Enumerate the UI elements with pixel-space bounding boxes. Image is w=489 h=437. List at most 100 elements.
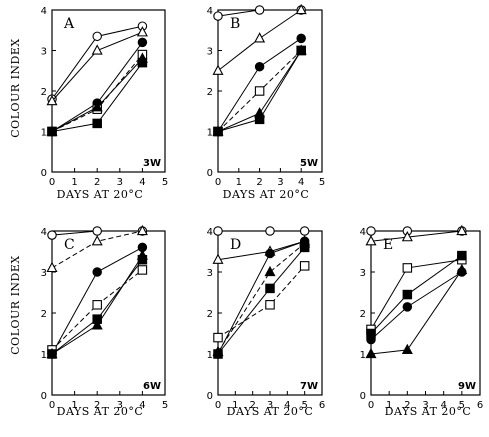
y-axis-label-top: COLOUR INDEX — [9, 38, 22, 137]
panel-letter: B — [230, 16, 240, 32]
x-tick-label: 2 — [249, 400, 255, 411]
x-axis-label-b: DAYS AT 20°C — [223, 188, 310, 201]
data-point-square-open — [213, 332, 223, 343]
data-point-square-filled — [137, 57, 148, 68]
x-tick-label: 3 — [422, 400, 428, 411]
data-point-triangle-open — [91, 235, 103, 246]
x-tick-label: 0 — [49, 177, 55, 188]
data-point-circle-open — [265, 226, 275, 236]
data-point-triangle-open — [254, 32, 266, 43]
y-axis-label-bottom: COLOUR INDEX — [9, 255, 22, 354]
data-point-square-filled — [254, 114, 265, 125]
x-tick-label: 0 — [215, 177, 221, 188]
y-tick-label: 2 — [41, 309, 47, 320]
y-tick-label: 2 — [360, 309, 366, 320]
x-tick-label: 4 — [298, 177, 304, 188]
x-tick-label: 5 — [301, 400, 307, 411]
data-point-circle-open — [299, 226, 310, 236]
x-tick-label: 6 — [319, 400, 325, 411]
data-point-square-open — [137, 265, 148, 275]
x-tick-label: 1 — [236, 177, 242, 188]
data-point-square-filled — [265, 283, 275, 294]
data-point-square-filled — [457, 250, 467, 261]
x-tick-label: 5 — [162, 400, 168, 411]
data-point-triangle-open — [212, 253, 224, 264]
data-point-circle-filled — [296, 33, 306, 44]
x-axis-label-e: DAYS AT 20°C — [385, 405, 472, 418]
series-line-6 — [370, 269, 463, 355]
y-tick-label: 0 — [41, 168, 47, 179]
data-point-circle-open — [92, 226, 102, 236]
x-tick-label: 4 — [440, 400, 446, 411]
x-tick-label: 1 — [71, 400, 77, 411]
x-tick-label: 3 — [277, 177, 283, 188]
panel-a: 0 1 2 3 4 5 0 1 2 3 4 A 3W — [41, 6, 169, 188]
x-tick-label: 0 — [49, 400, 55, 411]
y-tick-label: 3 — [41, 47, 47, 58]
panel-letter: A — [63, 16, 75, 32]
series-line-5 — [217, 247, 306, 355]
x-tick-label: 0 — [215, 400, 221, 411]
x-tick-label: 5 — [162, 177, 168, 188]
data-point-square-open — [92, 300, 102, 310]
y-tick-label: 0 — [41, 391, 47, 402]
data-point-square-open — [402, 263, 413, 273]
series-line-3 — [51, 42, 143, 132]
data-point-triangle-open — [136, 26, 148, 37]
age-label: 6W — [143, 381, 161, 392]
data-point-circle-open — [254, 5, 265, 15]
y-tick-label: 3 — [207, 268, 213, 279]
age-label: 9W — [458, 381, 476, 392]
panel-b: 0 1 2 3 4 5 0 1 2 3 4 B 5W — [207, 3, 325, 188]
y-tick-label: 1 — [41, 350, 47, 361]
y-tick-label: 2 — [207, 309, 213, 320]
data-point-circle-filled — [137, 37, 148, 48]
y-tick-label: 4 — [207, 6, 213, 17]
x-axis-label-d: DAYS AT 20°C — [227, 405, 314, 418]
data-point-triangle-filled — [365, 347, 377, 359]
x-tick-label: 4 — [139, 400, 145, 411]
data-point-square-filled — [213, 349, 223, 359]
series-line-4 — [370, 255, 463, 334]
series-line-4 — [51, 269, 143, 351]
panel-letter: E — [383, 237, 393, 253]
x-tick-label: 0 — [368, 400, 374, 411]
data-point-triangle-filled — [91, 319, 103, 330]
data-point-square-filled — [92, 118, 102, 129]
age-label: 5W — [300, 158, 318, 169]
x-tick-label: 6 — [477, 400, 483, 411]
y-tick-label: 2 — [207, 87, 213, 98]
x-tick-label: 1 — [386, 400, 392, 411]
data-point-triangle-open — [401, 230, 413, 242]
data-point-circle-filled — [265, 248, 275, 259]
y-tick-label: 4 — [41, 227, 47, 238]
y-tick-label: 0 — [207, 168, 213, 179]
data-point-circle-open — [213, 11, 223, 21]
age-label: 7W — [300, 381, 318, 392]
x-tick-label: 5 — [319, 177, 325, 188]
data-point-triangle-open — [46, 94, 58, 106]
x-tick-label: 2 — [256, 177, 262, 188]
plot-frame — [51, 230, 166, 396]
data-point-circle-filled — [402, 302, 413, 312]
data-point-triangle-filled — [136, 249, 148, 260]
data-point-square-filled — [296, 45, 306, 56]
x-tick-label: 2 — [404, 400, 410, 411]
data-point-triangle-open — [136, 224, 148, 236]
data-point-triangle-open — [295, 3, 307, 15]
data-point-triangle-open — [46, 261, 58, 273]
data-point-circle-open — [366, 226, 376, 236]
x-tick-label: 3 — [117, 177, 123, 188]
data-point-square-open — [265, 300, 275, 310]
x-tick-label: 5 — [459, 400, 465, 411]
y-tick-label: 0 — [207, 391, 213, 402]
x-tick-label: 1 — [232, 400, 238, 411]
data-point-circle-open — [47, 230, 57, 240]
data-point-triangle-filled — [46, 347, 58, 359]
x-tick-label: 2 — [94, 400, 100, 411]
y-tick-label: 1 — [41, 128, 47, 139]
series-line-2 — [51, 31, 143, 102]
